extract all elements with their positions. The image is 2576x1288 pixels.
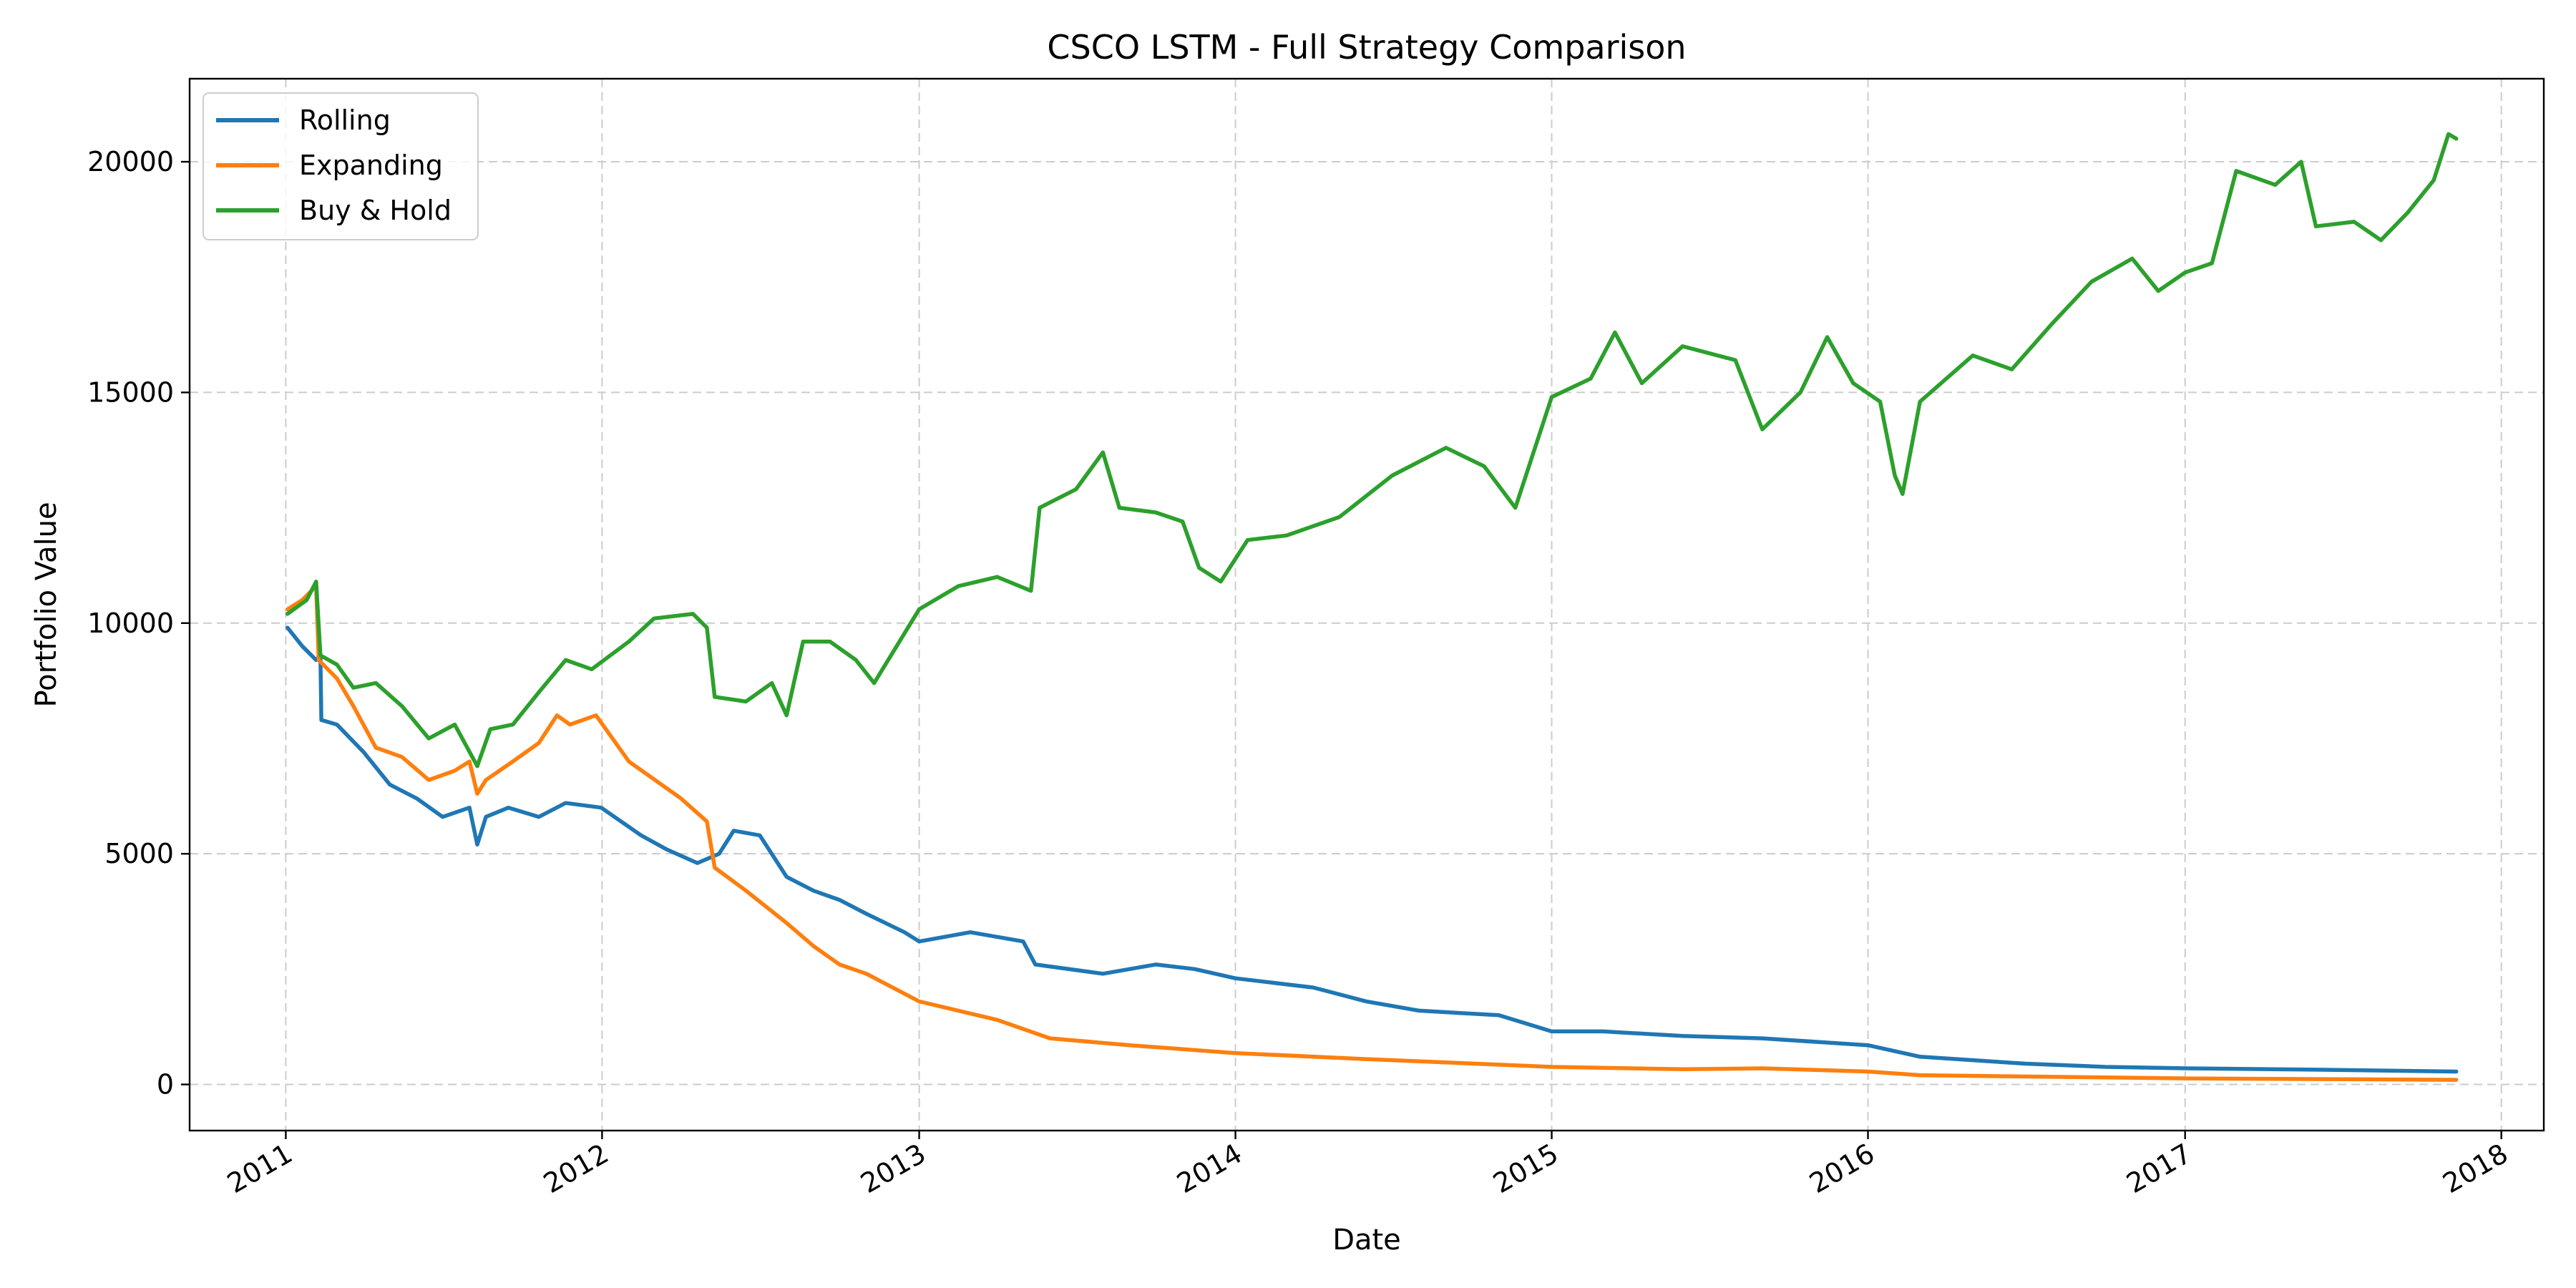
plot-frame: [188, 77, 2545, 1132]
y-axis-label: Portfolio Value: [30, 502, 63, 707]
y-tick-label: 20000: [87, 146, 174, 177]
y-axis-ticks: 0 5000 10000 15000 20000: [87, 146, 190, 1101]
plot-area: [286, 132, 2459, 1082]
legend-label: Buy & Hold: [299, 195, 452, 226]
grid-lines: [190, 79, 2544, 1131]
series-line-expanding: [286, 584, 2459, 1082]
y-tick-label: 5000: [104, 838, 174, 869]
x-axis-label: Date: [1332, 1224, 1401, 1257]
legend-label: Rolling: [299, 104, 391, 136]
legend: Rolling Expanding Buy & Hold: [203, 92, 479, 240]
legend-items: Rolling Expanding Buy & Hold: [216, 104, 452, 226]
y-tick-label: 15000: [87, 376, 174, 408]
series-line-buy-hold: [286, 132, 2459, 769]
y-tick-label: 10000: [87, 608, 174, 639]
series-lines: [286, 132, 2459, 1082]
legend-frame: [203, 92, 479, 240]
legend-label: Expanding: [299, 150, 443, 181]
y-tick-label: 0: [157, 1069, 174, 1101]
chart-title: CSCO LSTM - Full Strategy Comparison: [1047, 28, 1686, 67]
series-line-rolling: [286, 625, 2459, 1074]
